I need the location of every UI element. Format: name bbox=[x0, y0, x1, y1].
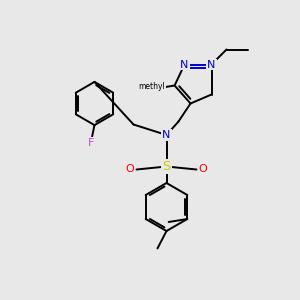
Text: O: O bbox=[125, 164, 134, 175]
Text: N: N bbox=[207, 59, 216, 70]
Text: N: N bbox=[180, 59, 189, 70]
Text: F: F bbox=[88, 138, 95, 148]
Text: S: S bbox=[162, 160, 171, 173]
Text: methyl: methyl bbox=[139, 82, 166, 91]
Text: N: N bbox=[162, 130, 171, 140]
Text: O: O bbox=[199, 164, 208, 175]
